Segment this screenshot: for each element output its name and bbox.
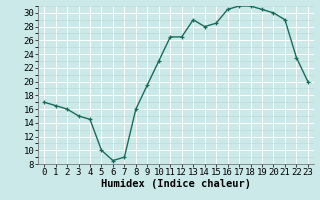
X-axis label: Humidex (Indice chaleur): Humidex (Indice chaleur) bbox=[101, 179, 251, 189]
